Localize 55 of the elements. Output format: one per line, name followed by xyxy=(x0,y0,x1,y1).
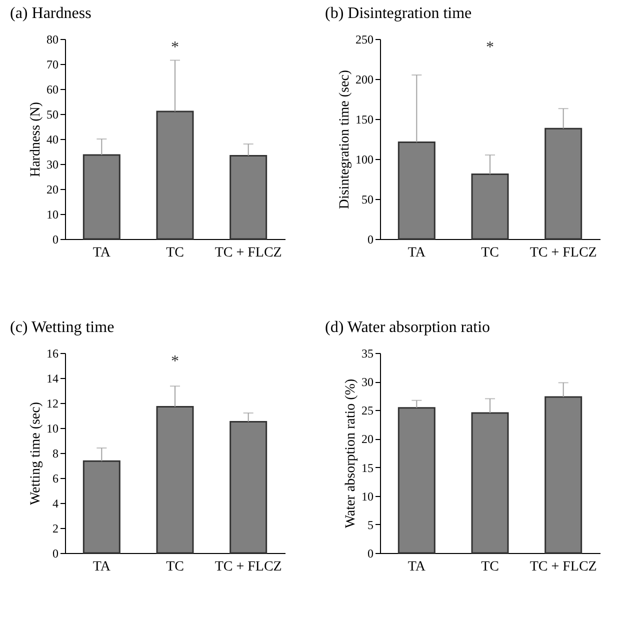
y-tick-label: 12 xyxy=(46,396,58,410)
y-tick-label: 50 xyxy=(362,192,374,206)
y-tick-label: 14 xyxy=(46,372,58,386)
y-tick-label: 50 xyxy=(46,108,58,122)
x-tick-label: TC xyxy=(481,560,499,574)
chart-title: (b) Disintegration time xyxy=(325,5,472,22)
y-tick-label: 8 xyxy=(52,446,58,460)
y-tick-label: 5 xyxy=(368,518,374,532)
x-tick-label: TC xyxy=(481,246,499,260)
x-tick-label: TA xyxy=(408,246,426,260)
chart-title: (c) Wetting time xyxy=(10,319,114,336)
x-tick-label: TA xyxy=(92,246,112,260)
x-tick-label: TC + FLCZ xyxy=(530,560,597,574)
y-tick-label: 0 xyxy=(368,232,374,246)
y-tick-label: 10 xyxy=(362,489,374,504)
y-tick-label: 6 xyxy=(52,472,58,486)
y-axis-title: Disintegration time (sec) xyxy=(338,70,352,210)
chart-title: (a) Hardness xyxy=(10,5,92,22)
annotation: * xyxy=(171,39,179,56)
y-tick-label: 40 xyxy=(46,132,58,146)
y-tick-label: 0 xyxy=(52,232,58,246)
y-tick-label: 60 xyxy=(46,82,58,96)
x-tick-label: TC + FLCZ xyxy=(214,560,282,574)
y-tick-label: 0 xyxy=(368,546,374,560)
y-tick-label: 4 xyxy=(52,496,58,510)
y-tick-label: 200 xyxy=(356,72,374,86)
y-tick-label: 10 xyxy=(46,208,58,222)
y-tick-label: 15 xyxy=(362,460,374,475)
y-tick-label: 30 xyxy=(362,375,374,390)
y-tick-label: 20 xyxy=(362,432,374,446)
y-tick-label: 0 xyxy=(52,546,58,560)
y-tick-label: 16 xyxy=(46,346,58,360)
annotation: * xyxy=(171,353,179,370)
y-tick-label: 250 xyxy=(356,32,374,46)
annotation: * xyxy=(486,39,494,56)
y-tick-label: 70 xyxy=(46,58,58,72)
y-tick-label: 150 xyxy=(356,112,374,126)
x-tick-label: TC + FLCZ xyxy=(530,246,597,260)
x-tick-label: TA xyxy=(408,560,426,574)
y-tick-label: 20 xyxy=(46,182,58,196)
x-tick-label: TC + FLCZ xyxy=(214,246,282,260)
y-tick-label: 25 xyxy=(362,404,374,418)
x-tick-label: TC xyxy=(166,560,184,574)
y-tick-label: 100 xyxy=(356,152,374,166)
y-tick-label: 10 xyxy=(46,422,58,436)
x-tick-label: TA xyxy=(92,560,112,574)
y-tick-label: 2 xyxy=(52,522,58,536)
y-tick-label: 35 xyxy=(362,346,374,360)
chart-title: (d) Water absorption ratio xyxy=(325,319,490,336)
y-axis-title: Water absorption ratio (%) xyxy=(344,378,358,528)
y-axis-title: Wetting time (sec) xyxy=(28,402,44,506)
y-tick-label: 30 xyxy=(46,158,58,172)
y-axis-title: Hardness (N) xyxy=(28,102,44,178)
x-tick-label: TC xyxy=(166,246,184,260)
y-tick-label: 80 xyxy=(46,32,58,46)
